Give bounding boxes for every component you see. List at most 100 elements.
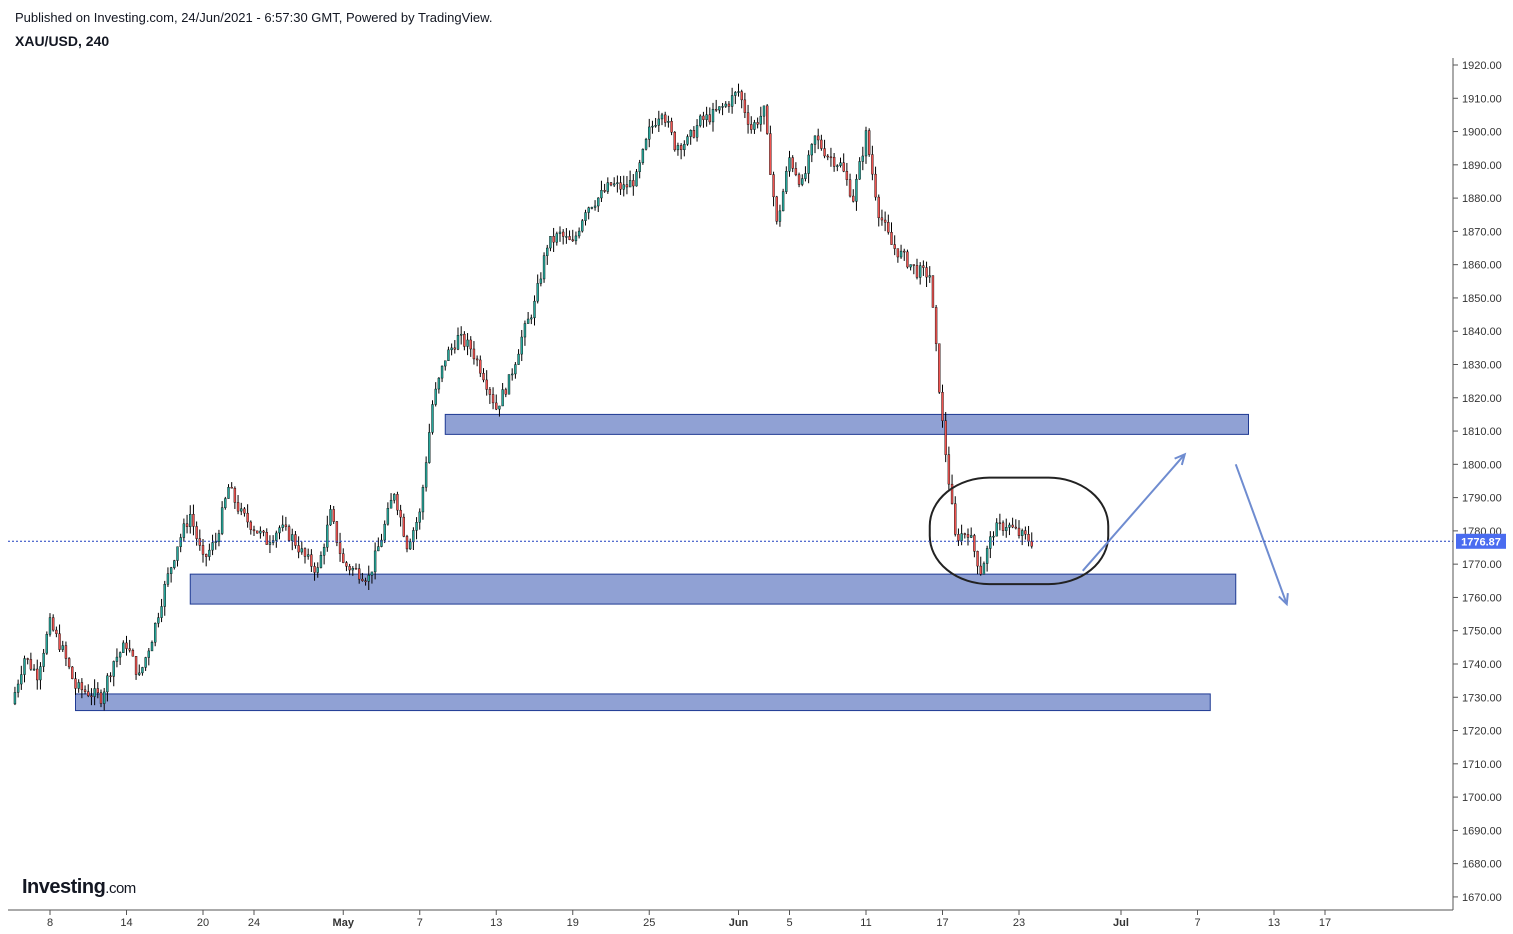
candle-body <box>179 537 182 547</box>
candle-body <box>612 183 616 186</box>
price-axis-tick-label: 1900.00 <box>1462 127 1502 139</box>
candle-body <box>109 675 112 678</box>
candle-body <box>753 122 756 130</box>
candle-body <box>1001 522 1005 531</box>
candle-body <box>211 542 214 551</box>
candle-body <box>759 115 763 125</box>
candle-body <box>431 404 434 433</box>
candle-body <box>64 645 68 659</box>
support-resistance-zone[interactable] <box>189 573 1237 605</box>
candle-body <box>969 535 973 538</box>
candle-body <box>96 688 100 693</box>
candle-body <box>871 154 874 175</box>
candle-body <box>131 650 135 657</box>
candle-body <box>925 267 928 278</box>
time-axis-tick-label: Jul <box>1113 917 1129 929</box>
candle-body <box>39 666 42 681</box>
time-axis-tick-label: 14 <box>120 917 132 929</box>
candle-body <box>1027 534 1030 542</box>
candle-body <box>864 130 868 157</box>
candle-body <box>1005 527 1008 531</box>
logo-suffix: .com <box>105 880 136 897</box>
candle-body <box>555 233 559 243</box>
candle-body <box>36 668 39 681</box>
candle-body <box>727 103 731 107</box>
time-axis-tick-label: 13 <box>490 917 502 929</box>
candle-body <box>526 318 530 324</box>
candle-body <box>173 560 176 568</box>
candle-body <box>587 207 590 213</box>
time-axis-tick-label: 5 <box>786 917 792 929</box>
candle-body <box>855 178 858 202</box>
candle-body <box>287 526 291 541</box>
candle-body <box>730 95 734 107</box>
consolidation-ellipse[interactable] <box>928 476 1110 586</box>
candle-body <box>252 529 256 532</box>
candle-body <box>204 554 208 557</box>
candle-body <box>896 248 900 258</box>
candle-body <box>816 135 820 141</box>
candle-body <box>660 114 664 120</box>
price-axis-tick-label: 1880.00 <box>1462 193 1502 205</box>
candle-body <box>367 574 370 582</box>
candle-body <box>150 642 154 652</box>
candle-body <box>826 155 829 158</box>
candle-body <box>396 494 399 511</box>
candle-body <box>836 165 839 167</box>
candle-body <box>695 125 699 138</box>
candle-body <box>858 161 861 180</box>
candle-body <box>106 675 109 693</box>
time-axis-tick-label: Jun <box>729 917 749 929</box>
candle-body <box>357 568 361 580</box>
candle-body <box>163 584 166 607</box>
candle-body <box>638 162 641 172</box>
candle-body <box>950 483 954 504</box>
candle-body <box>338 542 342 554</box>
time-axis-tick-label: 20 <box>197 917 209 929</box>
candle-body <box>220 507 224 534</box>
price-axis-tick-label: 1810.00 <box>1462 426 1502 438</box>
candle-body <box>628 180 632 188</box>
price-axis-tick-label: 1920.00 <box>1462 60 1502 72</box>
candle-body <box>281 524 284 528</box>
candle-body <box>536 283 539 302</box>
candle-body <box>125 642 128 649</box>
candle-body <box>322 547 326 556</box>
chart-symbol-title: XAU/USD, 240 <box>15 33 110 49</box>
trend-arrow[interactable] <box>1234 463 1288 605</box>
candle-body <box>351 568 355 571</box>
candle-body <box>622 184 625 190</box>
candle-body <box>440 365 444 379</box>
candle-body <box>275 532 278 541</box>
candle-body <box>523 323 527 338</box>
candle-body <box>153 623 157 643</box>
candle-body <box>1008 524 1011 528</box>
support-resistance-zone[interactable] <box>75 693 1211 712</box>
candle-body <box>112 661 115 677</box>
candle-body <box>635 171 638 187</box>
candle-body <box>893 244 896 249</box>
candle-body <box>335 521 339 543</box>
candle-body <box>683 144 686 151</box>
trend-arrow[interactable] <box>1081 453 1186 572</box>
candle-body <box>785 171 788 192</box>
candle-body <box>26 658 29 660</box>
price-axis-tick-label: 1870.00 <box>1462 226 1502 238</box>
candle-body <box>466 339 469 347</box>
candle-body <box>456 334 460 350</box>
candle-body <box>721 106 724 108</box>
time-axis-tick-label: May <box>333 917 355 929</box>
price-axis-tick-label: 1790.00 <box>1462 493 1502 505</box>
chart-published-info: Published on Investing.com, 24/Jun/2021 … <box>15 10 493 25</box>
candle-body <box>845 171 849 180</box>
candle-body <box>609 182 613 186</box>
candle-body <box>848 179 852 197</box>
support-resistance-zone[interactable] <box>444 413 1249 435</box>
candle-body <box>941 392 944 421</box>
candle-body <box>794 168 798 175</box>
candle-body <box>654 125 657 127</box>
candle-body <box>364 580 367 582</box>
candle-body <box>743 99 747 113</box>
candle-body <box>240 508 243 512</box>
